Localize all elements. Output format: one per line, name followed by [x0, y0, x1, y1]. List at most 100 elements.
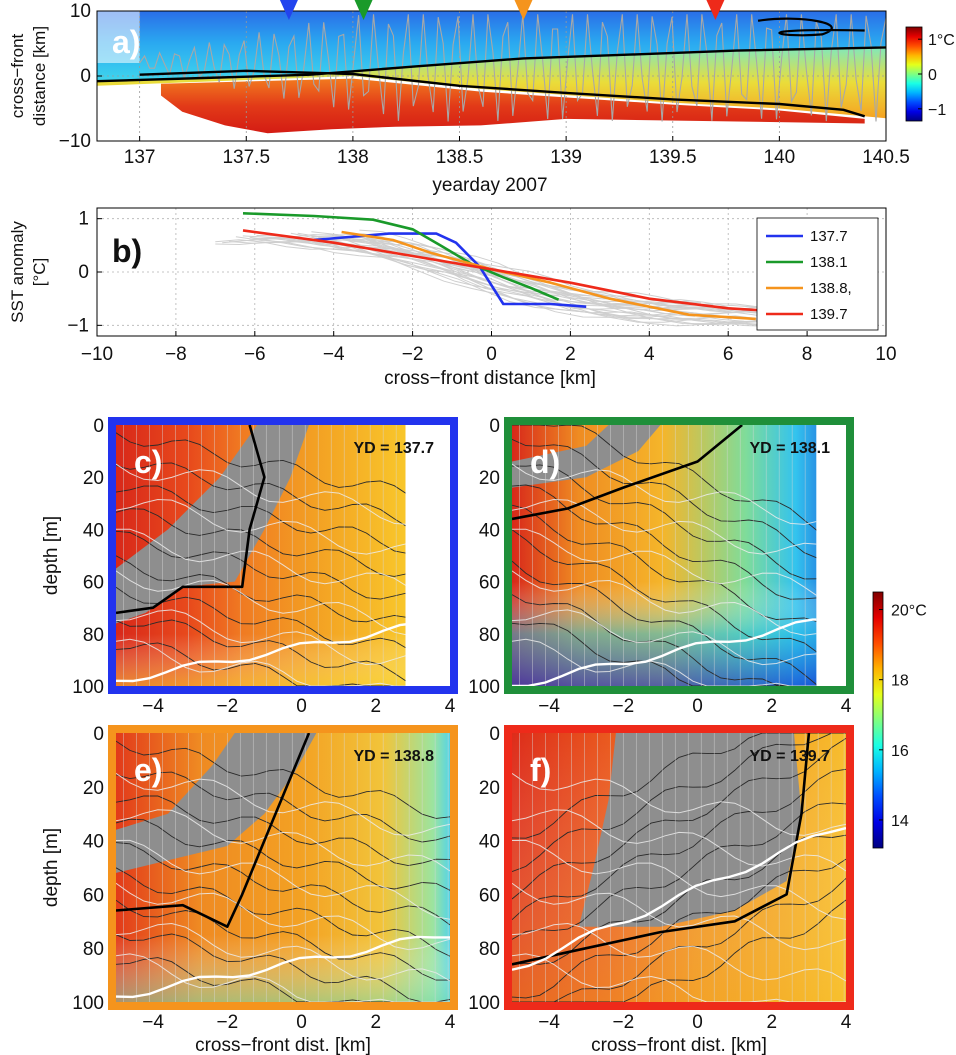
- panel-frame: [504, 725, 854, 1010]
- section-ytick-label: 60: [479, 885, 500, 906]
- section-plot-area: [512, 733, 846, 1002]
- section-ytick-label: 80: [479, 939, 500, 960]
- panel-frame: [108, 725, 458, 1010]
- panel-a-colorbar-label: 1°C: [928, 32, 955, 49]
- section-ytick-label: 100: [468, 993, 500, 1014]
- panel-b-xtick-label: 8: [802, 344, 813, 365]
- yearday-annotation: YD = 137.7: [354, 440, 435, 457]
- panel-b-xtick-label: 2: [565, 344, 576, 365]
- isotherms: [116, 740, 450, 1002]
- white-contour: [116, 935, 450, 999]
- warm-side-field: [160, 78, 865, 134]
- series-line: [242, 212, 560, 301]
- panel-e: 0 20 40 60 80 100 −4 −2 0 2 4 depth [m] cross−front …: [41, 724, 458, 1055]
- section-xtick-label: 0: [296, 696, 307, 717]
- panel-b-xtick-label: 4: [644, 344, 655, 365]
- series-line: [341, 230, 756, 321]
- panel-b-ylabel: [°C]: [30, 258, 49, 287]
- profile-lines: [123, 733, 449, 1002]
- section-ytick-label: 100: [468, 677, 500, 698]
- panel-a-xtick-label: 137: [124, 147, 156, 168]
- section-ytick-label: 80: [83, 625, 104, 646]
- section-xtick-label: −4: [538, 696, 560, 717]
- section-xtick-label: 2: [370, 1012, 381, 1033]
- panel-b-xtick-label: 6: [723, 344, 734, 365]
- section-plot-area: [512, 425, 817, 686]
- colorbar-tick-label: 18: [891, 673, 909, 690]
- panel-frame: [108, 417, 458, 694]
- panel-a-xtick-label: 138.5: [436, 147, 484, 168]
- section-ytick-label: 0: [489, 416, 500, 437]
- panel-a-plot-area: [97, 11, 886, 141]
- section-xtick-label: 0: [692, 1012, 703, 1033]
- section-xtick-label: 2: [370, 696, 381, 717]
- legend-entry: 138.1: [810, 254, 848, 271]
- section-xtick-label: −2: [216, 696, 238, 717]
- section-ylabel: depth [m]: [41, 516, 62, 595]
- legend-entry: 139.7: [810, 306, 848, 323]
- yearday-marker: [279, 0, 298, 20]
- panel-f: 0 20 40 60 80 100 −4 −2 0 2 4 cross−front dist. [km…: [468, 724, 854, 1055]
- panel-c: 0 20 40 60 80 100 −4 −2 0 2 4 depth [m] c) YD = 137.7: [41, 416, 458, 717]
- thick-isotherm: [116, 733, 311, 928]
- no-data-left: [97, 87, 151, 141]
- thick-isotherm: [116, 425, 266, 615]
- section-xtick-label: −2: [216, 1012, 238, 1033]
- section-ytick-label: 60: [83, 885, 104, 906]
- panel-a-colorbar-label: 0: [928, 67, 937, 84]
- section-ytick-label: 20: [83, 468, 104, 489]
- no-data-upper-left: [97, 11, 140, 63]
- panel-a-colorbar-label: −1: [928, 102, 946, 119]
- panel-a-xtick-label: 139.5: [649, 147, 697, 168]
- yearday-annotation: YD = 138.1: [750, 440, 831, 457]
- section-ytick-label: 60: [83, 573, 104, 594]
- section-xlabel: cross−front dist. [km]: [195, 1035, 371, 1055]
- panel-a-ylabel: cross−front: [8, 33, 27, 118]
- series-line: [242, 229, 816, 315]
- legend-entry: 138.8,: [810, 280, 852, 297]
- panel-a-ylabel: distance [km]: [30, 26, 49, 126]
- section-ytick-label: 20: [479, 778, 500, 799]
- panel-b-legend: 137.7 138.1 138.8, 139.7: [756, 217, 879, 331]
- section-xtick-label: −4: [142, 696, 164, 717]
- colorbar-tick-label: 14: [891, 813, 909, 830]
- colorbar-tick-label: 16: [891, 743, 909, 760]
- section-xtick-label: 4: [841, 696, 852, 717]
- panel-a-ytick-label: −10: [59, 131, 91, 152]
- panel-b-ytick-label: 1: [78, 209, 89, 230]
- temperature-colorbar: 20°C 18 16 14: [872, 591, 927, 849]
- yearday-marker: [354, 0, 373, 20]
- yearday-annotation: YD = 139.7: [750, 748, 831, 765]
- panel-b-ytick-label: 0: [78, 262, 89, 283]
- section-ytick-label: 40: [479, 832, 500, 853]
- section-xtick-label: −2: [612, 1012, 634, 1033]
- isotherms: [116, 432, 406, 686]
- thick-isotherm: [512, 733, 811, 966]
- panel-frame: [504, 417, 854, 694]
- section-xtick-label: 4: [445, 696, 456, 717]
- contour-warm-edge: [139, 69, 866, 118]
- white-contour: [512, 618, 817, 686]
- section-xtick-label: −4: [142, 1012, 164, 1033]
- panel-a-tag: a): [112, 24, 140, 60]
- section-ytick-label: 100: [72, 677, 104, 698]
- colorbar-tick-label: 20°C: [891, 603, 927, 620]
- panel-b-xtick-label: −8: [165, 344, 187, 365]
- panel-tag: c): [134, 444, 162, 480]
- panel-a-xtick-label: 140.5: [862, 147, 910, 168]
- panel-a: 137 137.5 138 138.5 139 139.5 140 140.5−10010ye…: [8, 0, 955, 196]
- white-contour: [512, 826, 846, 971]
- yearday-annotation: YD = 138.8: [354, 748, 435, 765]
- section-ytick-label: 0: [93, 416, 104, 437]
- section-plot-area: [116, 425, 406, 686]
- panel-tag: e): [134, 752, 162, 788]
- section-ytick-label: 40: [479, 520, 500, 541]
- section-ytick-label: 0: [489, 724, 500, 745]
- isotherms: [512, 425, 817, 686]
- section-xtick-label: 2: [766, 696, 777, 717]
- section-xlabel: cross−front dist. [km]: [591, 1035, 767, 1055]
- panel-b-tag: b): [112, 233, 142, 269]
- panel-a-ytick-label: 0: [80, 66, 91, 87]
